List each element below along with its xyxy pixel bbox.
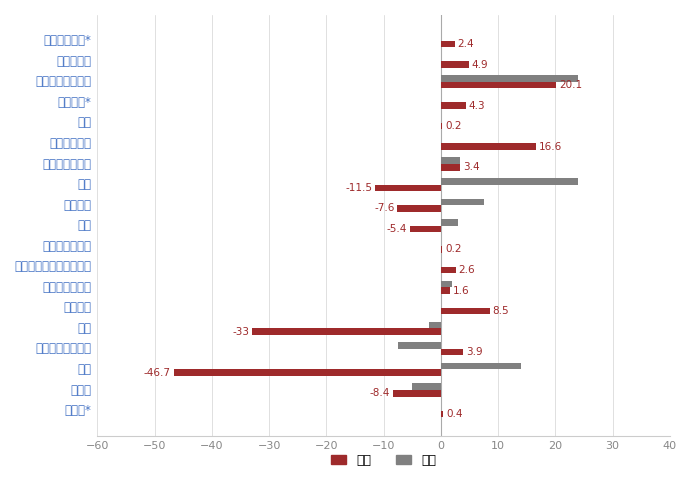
Bar <box>397 205 441 212</box>
Bar <box>441 199 484 205</box>
Text: 肥料: 肥料 <box>78 322 91 335</box>
Text: 塑料制品: 塑料制品 <box>64 301 91 314</box>
Text: 0.4: 0.4 <box>446 409 462 419</box>
Text: -11.5: -11.5 <box>345 183 372 193</box>
Bar <box>410 226 441 232</box>
Text: 8.5: 8.5 <box>493 306 509 316</box>
Text: 未锻轧铝及铝材: 未锻轧铝及铝材 <box>43 158 91 170</box>
Bar <box>398 342 441 349</box>
Text: 服装及衣着附件: 服装及衣着附件 <box>43 240 91 253</box>
Bar <box>441 41 455 47</box>
Bar <box>412 384 441 390</box>
Text: 1.6: 1.6 <box>453 286 470 295</box>
Text: 4.9: 4.9 <box>472 59 489 70</box>
Text: 鞋靴: 鞋靴 <box>78 219 91 232</box>
Bar <box>430 322 441 329</box>
Text: -33: -33 <box>232 327 249 337</box>
Bar <box>441 411 443 417</box>
Text: -8.4: -8.4 <box>370 388 390 398</box>
Bar <box>441 75 579 82</box>
Bar <box>441 287 450 294</box>
Bar <box>441 82 556 88</box>
Legend: 金额, 数量: 金额, 数量 <box>326 449 441 472</box>
Bar <box>441 178 579 184</box>
Bar <box>375 184 441 191</box>
Text: 3.4: 3.4 <box>463 162 480 172</box>
Bar <box>441 157 460 164</box>
Text: 钢材: 钢材 <box>78 178 91 191</box>
Bar <box>441 61 469 68</box>
Bar <box>441 281 453 287</box>
Text: 16.6: 16.6 <box>539 142 562 152</box>
Bar <box>393 390 441 397</box>
Text: 稀土: 稀土 <box>78 363 91 376</box>
Text: 家具及其零件: 家具及其零件 <box>50 137 91 150</box>
Text: 陶瓷产品: 陶瓷产品 <box>64 199 91 212</box>
Text: 高新技术产品*: 高新技术产品* <box>44 34 91 47</box>
Bar <box>441 144 536 150</box>
Text: 纺织纱线、织物及其制品: 纺织纱线、织物及其制品 <box>15 260 91 273</box>
Bar <box>441 246 442 253</box>
Bar <box>441 102 466 109</box>
Text: 0.2: 0.2 <box>445 244 462 255</box>
Text: 2.6: 2.6 <box>459 265 475 275</box>
Text: 农产品*: 农产品* <box>65 404 91 417</box>
Bar <box>441 219 458 226</box>
Text: 4.3: 4.3 <box>468 101 485 111</box>
Text: 成品油: 成品油 <box>71 384 91 397</box>
Bar <box>441 363 521 369</box>
Text: 20.1: 20.1 <box>559 80 582 90</box>
Bar <box>441 308 489 314</box>
Text: 2.4: 2.4 <box>457 39 474 49</box>
Text: 机电产品*: 机电产品* <box>57 96 91 109</box>
Bar <box>174 369 441 376</box>
Bar <box>441 349 463 355</box>
Text: 3.9: 3.9 <box>466 347 483 357</box>
Text: -46.7: -46.7 <box>144 368 171 378</box>
Text: 箱包及类似容器: 箱包及类似容器 <box>43 281 91 294</box>
Bar <box>441 123 442 130</box>
Text: 玩具: 玩具 <box>78 116 91 130</box>
Text: -7.6: -7.6 <box>374 204 394 213</box>
Bar <box>441 164 460 170</box>
Bar <box>441 267 456 273</box>
Text: 0.2: 0.2 <box>445 121 462 131</box>
Text: 汽车（包括底盘）: 汽车（包括底盘） <box>35 75 91 88</box>
Text: 中药材及中式成药: 中药材及中式成药 <box>35 342 91 355</box>
Text: 汽车零配件: 汽车零配件 <box>57 55 91 68</box>
Text: -5.4: -5.4 <box>387 224 407 234</box>
Bar <box>252 329 441 335</box>
